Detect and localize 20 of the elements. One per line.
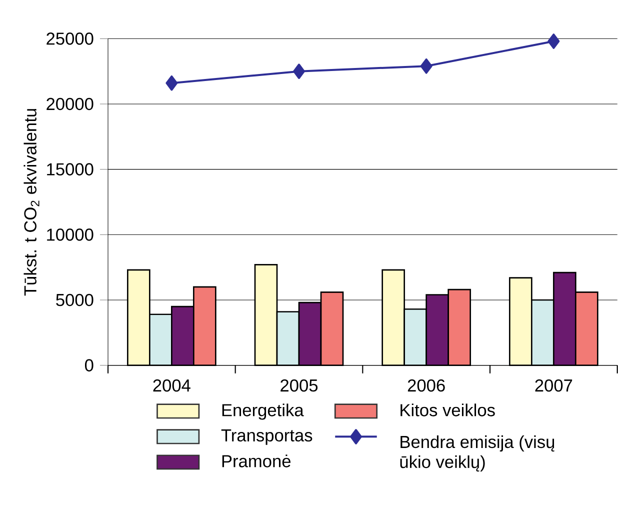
point [166,75,178,91]
y-axis-title: Tūkst. t CO$_{2}$ ekvivalentu [24,109,40,296]
y-tick-label: 15000 [47,163,94,176]
y-tick-label: 10000 [47,228,94,241]
legend-label: Kitos veiklos [400,404,495,416]
x-tick-label: 2006 [408,379,445,392]
legend-label: Pramonė [222,454,290,468]
legend-label: Bendra emisija (visų ūkio veiklų) [400,435,554,472]
y-tick-label: 0 [84,359,94,372]
x-tick-label: 2005 [280,379,318,392]
x-tick-label: 2007 [535,379,572,392]
y-tick-label: 5000 [56,294,94,306]
point [293,64,305,79]
point [420,58,432,74]
x-tick-label: 2004 [153,379,190,392]
y-tick-label: 25000 [46,32,94,45]
point [548,34,560,49]
y-tick-label: 20000 [46,98,94,110]
legend-label: Transportas [221,429,312,445]
legend-label: Energetika [222,404,304,420]
